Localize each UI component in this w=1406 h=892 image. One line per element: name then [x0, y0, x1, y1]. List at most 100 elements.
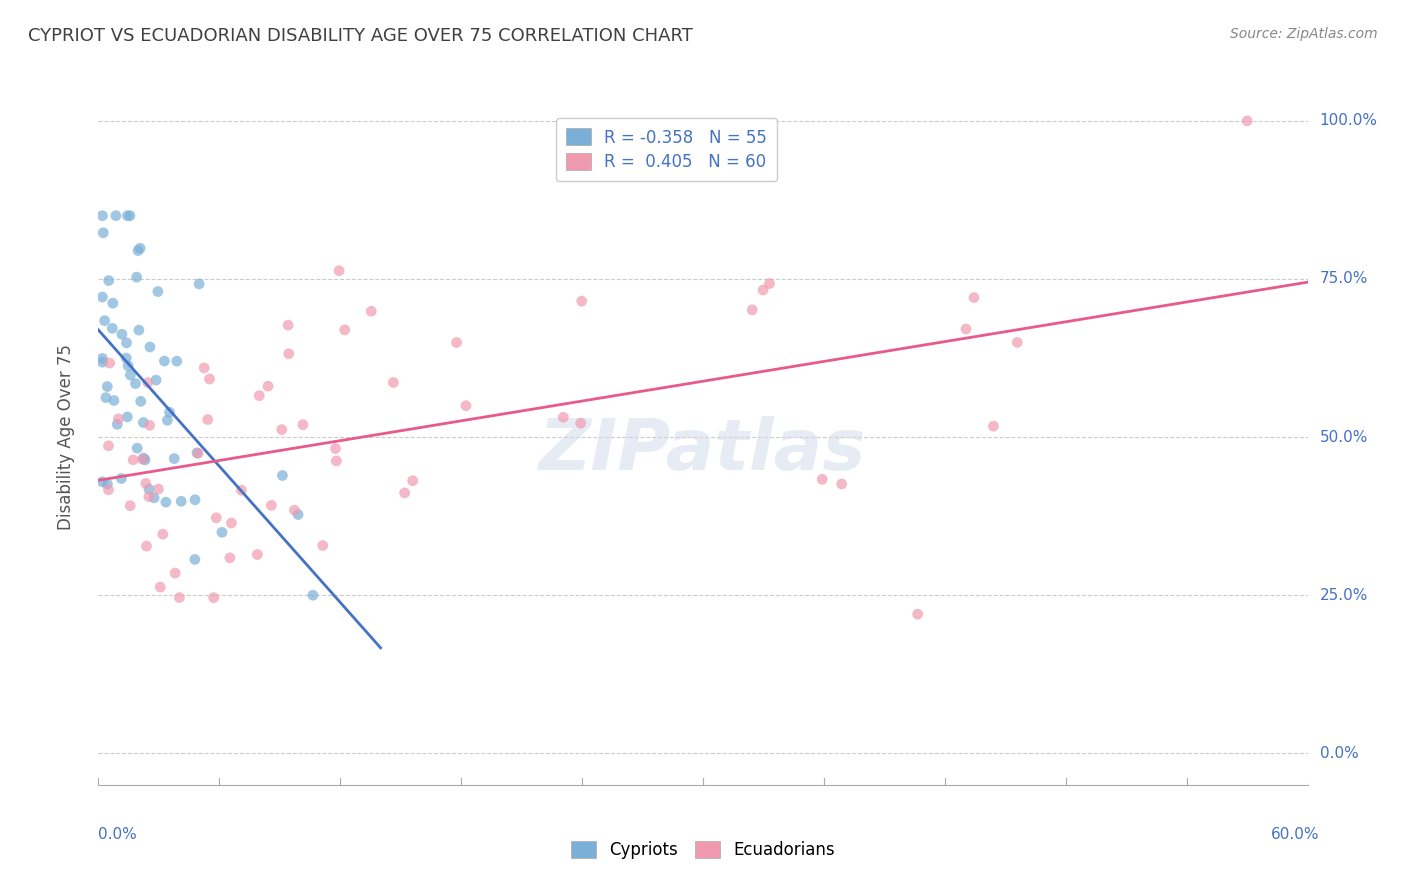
- Point: [831, 477, 853, 491]
- Point: [94, 391, 117, 405]
- Point: [1007, 335, 1029, 350]
- Point: [111, 327, 134, 342]
- Text: 0.0%: 0.0%: [1320, 746, 1358, 761]
- Point: [117, 359, 139, 373]
- Point: [1236, 113, 1258, 128]
- Point: [202, 591, 225, 605]
- Point: [91, 355, 114, 369]
- Point: [197, 412, 219, 426]
- Point: [271, 468, 294, 483]
- Point: [231, 483, 253, 498]
- Point: [96, 379, 118, 393]
- Point: [132, 416, 155, 430]
- Point: [394, 486, 416, 500]
- Point: [186, 446, 208, 460]
- Point: [569, 416, 592, 430]
- Point: [325, 454, 347, 468]
- Point: [138, 490, 160, 504]
- Point: [247, 389, 270, 403]
- Point: [134, 453, 156, 467]
- Point: [97, 439, 120, 453]
- Point: [98, 356, 121, 370]
- Point: [122, 453, 145, 467]
- Point: [139, 340, 162, 354]
- Point: [101, 296, 124, 310]
- Point: [325, 442, 347, 456]
- Point: [145, 373, 167, 387]
- Point: [446, 335, 468, 350]
- Point: [148, 482, 170, 496]
- Point: [127, 441, 149, 455]
- Point: [571, 294, 593, 309]
- Point: [101, 321, 124, 335]
- Point: [454, 399, 477, 413]
- Point: [333, 323, 356, 337]
- Point: [136, 376, 159, 390]
- Point: [246, 548, 269, 562]
- Point: [117, 209, 139, 223]
- Point: [129, 394, 152, 409]
- Point: [91, 226, 114, 240]
- Text: CYPRIOT VS ECUADORIAN DISABILITY AGE OVER 75 CORRELATION CHART: CYPRIOT VS ECUADORIAN DISABILITY AGE OVE…: [28, 27, 693, 45]
- Point: [184, 492, 207, 507]
- Text: 50.0%: 50.0%: [1320, 430, 1368, 444]
- Point: [93, 314, 115, 328]
- Text: Source: ZipAtlas.com: Source: ZipAtlas.com: [1230, 27, 1378, 41]
- Point: [193, 360, 215, 375]
- Point: [146, 285, 169, 299]
- Point: [135, 539, 157, 553]
- Point: [382, 376, 405, 390]
- Point: [741, 302, 763, 317]
- Point: [155, 495, 177, 509]
- Point: [170, 494, 193, 508]
- Point: [291, 417, 314, 432]
- Point: [120, 499, 142, 513]
- Point: [138, 418, 160, 433]
- Point: [138, 482, 160, 496]
- Point: [260, 499, 283, 513]
- Text: 100.0%: 100.0%: [1320, 113, 1378, 128]
- Point: [104, 209, 127, 223]
- Point: [115, 335, 138, 350]
- Point: [963, 291, 986, 305]
- Text: 0.0%: 0.0%: [98, 827, 138, 842]
- Point: [110, 471, 132, 485]
- Point: [103, 393, 125, 408]
- Point: [360, 304, 382, 318]
- Text: ZIPatlas: ZIPatlas: [540, 417, 866, 485]
- Point: [127, 244, 149, 258]
- Legend: Cypriots, Ecuadorians: Cypriots, Ecuadorians: [564, 834, 842, 866]
- Point: [143, 491, 166, 505]
- Point: [105, 417, 128, 432]
- Point: [257, 379, 280, 393]
- Point: [129, 241, 152, 255]
- Text: 75.0%: 75.0%: [1320, 271, 1368, 286]
- Point: [221, 516, 243, 530]
- Point: [302, 588, 325, 602]
- Point: [553, 410, 575, 425]
- Point: [96, 477, 118, 491]
- Point: [97, 483, 120, 497]
- Point: [402, 474, 425, 488]
- Point: [270, 423, 292, 437]
- Point: [184, 552, 207, 566]
- Point: [156, 413, 179, 427]
- Point: [328, 264, 350, 278]
- Point: [152, 527, 174, 541]
- Legend: R = -0.358   N = 55, R =  0.405   N = 60: R = -0.358 N = 55, R = 0.405 N = 60: [557, 119, 778, 181]
- Point: [166, 354, 188, 368]
- Point: [907, 607, 929, 622]
- Point: [198, 372, 221, 386]
- Point: [752, 283, 775, 297]
- Point: [312, 539, 335, 553]
- Point: [124, 376, 146, 391]
- Point: [97, 274, 120, 288]
- Point: [218, 550, 240, 565]
- Point: [205, 511, 228, 525]
- Point: [91, 351, 114, 366]
- Text: 60.0%: 60.0%: [1271, 827, 1320, 842]
- Point: [120, 368, 142, 382]
- Point: [131, 452, 153, 467]
- Point: [165, 566, 187, 580]
- Point: [159, 405, 181, 419]
